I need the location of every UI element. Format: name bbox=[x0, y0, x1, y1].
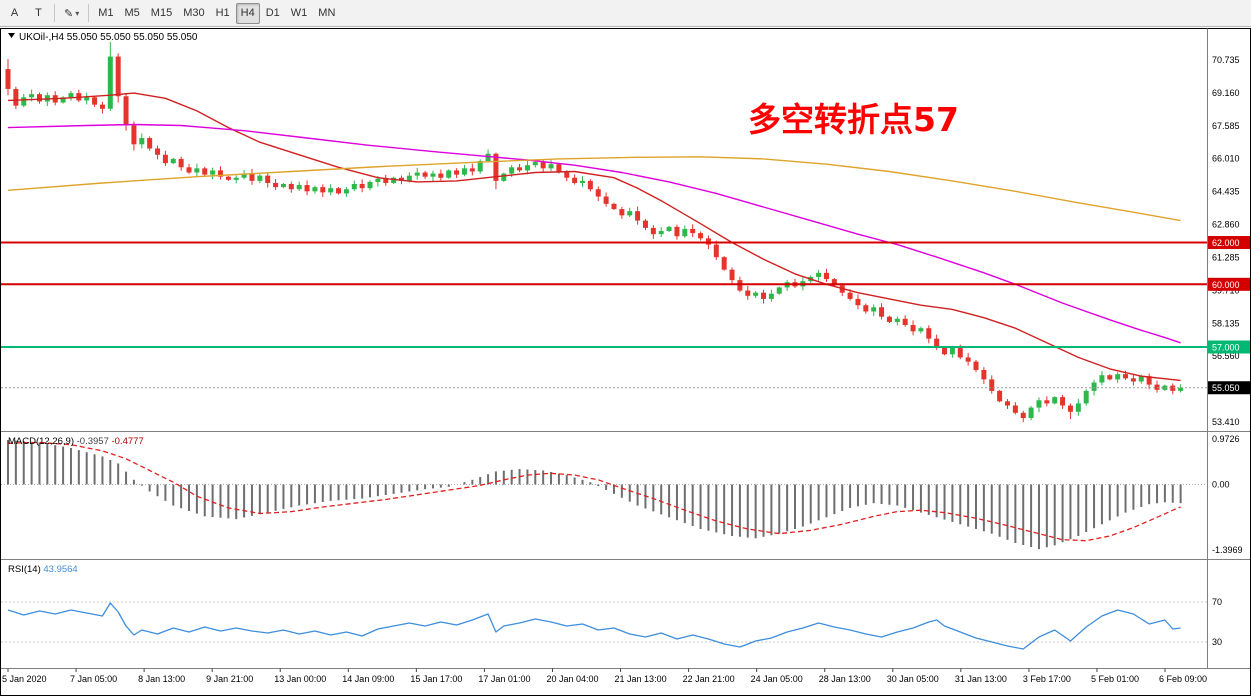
timeframe-button-m15[interactable]: M15 bbox=[146, 3, 177, 24]
time-tick-label: 21 Jan 13:00 bbox=[615, 674, 667, 684]
macd-signal-line bbox=[7, 441, 1181, 542]
price-tick-label: 64.435 bbox=[1212, 187, 1240, 197]
time-tick-label: 28 Jan 13:00 bbox=[819, 674, 871, 684]
candles-series bbox=[5, 41, 1184, 423]
level-badge-57.000 bbox=[1208, 340, 1250, 354]
price-tick-label: 70.735 bbox=[1212, 55, 1240, 65]
timeframe-button-h1[interactable]: H1 bbox=[211, 3, 235, 24]
price-tick-label: 66.010 bbox=[1212, 154, 1240, 164]
ma-slow-orange-line bbox=[7, 156, 1181, 222]
price-tick-label: 69.160 bbox=[1212, 88, 1240, 98]
annotation-text: 多空转折点57 bbox=[748, 100, 959, 139]
timeframe-button-group: M1 M5 M15 M30 H1 H4 D1 W1 MN bbox=[93, 2, 340, 24]
time-tick-label: 30 Jan 05:00 bbox=[887, 674, 939, 684]
toolbar-button-a[interactable]: A bbox=[3, 3, 26, 24]
current-price-label: 55.050 bbox=[1212, 383, 1240, 393]
toolbar-separator bbox=[54, 4, 55, 22]
macd-axis-label: 0.9726 bbox=[1212, 434, 1240, 444]
ma-mid-magenta-line bbox=[7, 123, 1181, 344]
timeframe-button-w1[interactable]: W1 bbox=[286, 3, 313, 24]
rsi-axis-label: 70 bbox=[1212, 597, 1222, 607]
rsi-label: RSI(14) 43.9564 bbox=[8, 564, 78, 575]
time-tick-label: 14 Jan 09:00 bbox=[342, 674, 394, 684]
toolbar-separator bbox=[88, 4, 90, 22]
pencil-icon: ✎ bbox=[64, 7, 74, 20]
time-tick-label: 5 Jan 2020 bbox=[2, 674, 47, 684]
level-badge-62.000 bbox=[1208, 236, 1250, 250]
toolbar-button-t[interactable]: T bbox=[27, 3, 50, 24]
price-tick-label: 61.285 bbox=[1212, 252, 1240, 262]
chart-window bbox=[0, 28, 1251, 696]
time-tick-label: 9 Jan 21:00 bbox=[206, 674, 253, 684]
current-price-badge bbox=[1208, 381, 1250, 395]
time-tick-label: 20 Jan 04:00 bbox=[546, 674, 598, 684]
chart-title: UKOil-,H4 55.050 55.050 55.050 55.050 bbox=[19, 32, 198, 43]
time-tick-label: 5 Feb 01:00 bbox=[1091, 674, 1139, 684]
time-tick-label: 17 Jan 01:00 bbox=[478, 674, 530, 684]
price-tick-label: 67.585 bbox=[1212, 121, 1240, 131]
timeframe-button-m5[interactable]: M5 bbox=[120, 3, 145, 24]
price-tick-label: 56.560 bbox=[1212, 351, 1240, 361]
time-tick-label: 6 Feb 09:00 bbox=[1159, 674, 1207, 684]
rsi-axis-label: 30 bbox=[1212, 637, 1222, 647]
price-tick-label: 62.860 bbox=[1212, 220, 1240, 230]
time-tick-label: 15 Jan 17:00 bbox=[410, 674, 462, 684]
time-tick-label: 31 Jan 13:00 bbox=[955, 674, 1007, 684]
time-tick-label: 8 Jan 13:00 bbox=[138, 674, 185, 684]
macd-axis-label: -1.3969 bbox=[1212, 545, 1243, 555]
time-tick-label: 3 Feb 17:00 bbox=[1023, 674, 1071, 684]
level-badge-label: 62.000 bbox=[1212, 238, 1240, 248]
timeframe-button-d1[interactable]: D1 bbox=[261, 3, 285, 24]
time-axis-labels: 5 Jan 2020 7 Jan 05:00 8 Jan 13:00 9 Jan 21… bbox=[2, 668, 1207, 684]
price-tick-label: 53.410 bbox=[1212, 417, 1240, 427]
time-tick-label: 13 Jan 00:00 bbox=[274, 674, 326, 684]
time-tick-label: 24 Jan 05:00 bbox=[751, 674, 803, 684]
time-tick-label: 7 Jan 05:00 bbox=[70, 674, 117, 684]
level-badge-label: 60.000 bbox=[1212, 280, 1240, 290]
timeframe-button-m1[interactable]: M1 bbox=[93, 3, 118, 24]
macd-histogram bbox=[7, 440, 1182, 550]
level-badge-60.000 bbox=[1208, 277, 1250, 291]
rsi-line bbox=[7, 602, 1181, 650]
toolbar: A T ✎ ▾ M1 M5 M15 M30 H1 H4 D1 W1 MN bbox=[0, 0, 1251, 27]
macd-axis-label: 0.00 bbox=[1212, 480, 1230, 490]
draw-tools-dropdown[interactable]: ✎ ▾ bbox=[59, 3, 84, 24]
timeframe-button-m30[interactable]: M30 bbox=[178, 3, 209, 24]
title-marker-icon bbox=[8, 33, 15, 38]
macd-label: MACD(12,26,9) -0.3957 -0.4777 bbox=[8, 436, 144, 447]
ma-fast-red-line bbox=[7, 92, 1181, 382]
timeframe-button-h4[interactable]: H4 bbox=[235, 2, 260, 24]
time-tick-label: 22 Jan 21:00 bbox=[683, 674, 735, 684]
price-tick-label: 58.135 bbox=[1212, 318, 1240, 328]
chevron-down-icon: ▾ bbox=[75, 8, 80, 18]
timeframe-button-mn[interactable]: MN bbox=[313, 3, 340, 24]
level-badge-label: 57.000 bbox=[1212, 342, 1240, 352]
